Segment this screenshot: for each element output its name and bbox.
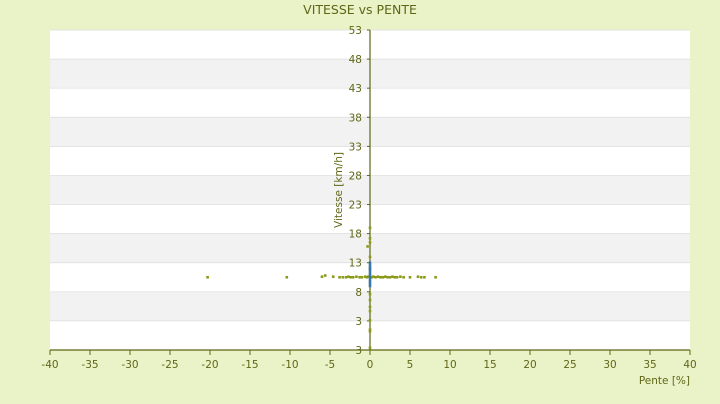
data-point (341, 275, 345, 279)
y-tick-label: 33 (349, 141, 362, 153)
data-point (408, 275, 412, 279)
y-tick-label: 23 (349, 200, 362, 212)
x-tick-label: 30 (603, 359, 616, 371)
x-tick-label: -35 (81, 359, 98, 371)
y-tick-label: 3 (355, 316, 362, 328)
data-point (351, 275, 355, 279)
x-tick-label: -30 (121, 359, 138, 371)
data-point (368, 236, 372, 240)
x-tick-label: 35 (643, 359, 656, 371)
x-tick-label: 40 (683, 359, 696, 371)
y-tick-label: 13 (349, 258, 362, 270)
x-tick-label: -10 (281, 359, 298, 371)
data-point (368, 261, 372, 265)
data-point (368, 346, 372, 349)
data-point (368, 298, 372, 302)
data-point (368, 328, 372, 331)
data-point (358, 275, 361, 279)
data-point (423, 275, 426, 279)
data-point (368, 284, 372, 288)
y-tick-label: 18 (349, 229, 362, 241)
data-point (381, 275, 385, 279)
data-point (368, 268, 372, 272)
data-point (371, 275, 375, 278)
data-point (395, 275, 399, 279)
data-point (368, 330, 372, 333)
data-point (402, 275, 405, 279)
x-axis-label: Pente [%] (639, 375, 690, 387)
data-point (366, 245, 369, 248)
data-point (368, 275, 372, 278)
x-tick-label: 15 (483, 359, 496, 371)
chart-title: VITESSE vs PENTE (303, 2, 417, 17)
data-points (206, 226, 437, 349)
data-point (285, 275, 289, 279)
data-point (379, 275, 382, 279)
data-point (376, 275, 380, 278)
x-tick-label: 10 (443, 359, 456, 371)
data-point (388, 275, 392, 279)
x-tick-label: -5 (325, 359, 335, 371)
y-tick-label: 53 (349, 25, 362, 37)
data-point (349, 275, 353, 279)
x-tick-label: -20 (201, 359, 218, 371)
data-point (323, 274, 327, 277)
data-point (374, 275, 377, 279)
data-point (383, 275, 387, 278)
y-tick-label: 8 (355, 287, 362, 299)
data-point (368, 273, 372, 276)
data-point (368, 263, 372, 267)
data-point (391, 275, 394, 278)
x-tick-label: 5 (407, 359, 414, 371)
y-tick-label: 43 (349, 83, 362, 95)
y-axis-label: Vitesse [km/h] (333, 152, 345, 228)
x-tick-label: 0 (367, 359, 374, 371)
axes (50, 30, 690, 351)
data-point (368, 266, 372, 269)
data-point (368, 280, 372, 283)
data-point (320, 275, 324, 278)
data-point (434, 275, 437, 279)
data-point (368, 309, 372, 313)
data-point (368, 241, 372, 244)
data-point (368, 319, 372, 322)
data-point (416, 275, 420, 278)
x-tick-label: -15 (241, 359, 258, 371)
data-point (365, 275, 369, 279)
y-tick-label: 28 (349, 170, 362, 182)
x-tick-label: 20 (523, 359, 536, 371)
x-tick-label: -40 (41, 359, 58, 371)
y-tick-label: 3 (355, 345, 362, 357)
data-point (344, 275, 348, 279)
data-point (399, 275, 402, 278)
data-point (347, 275, 350, 278)
x-tick-labels: -40 -35 -30 -25 -20 -15 -10 -5 0 5 10 15 20 25 30 35 40 (41, 350, 697, 371)
data-point (338, 275, 341, 279)
data-point (368, 255, 372, 259)
data-point (331, 275, 335, 278)
data-point (419, 275, 423, 279)
data-point (368, 292, 372, 296)
data-point (393, 275, 397, 279)
data-point (386, 275, 389, 279)
y-tick-label: 38 (349, 112, 362, 124)
data-point (367, 275, 370, 278)
data-point (368, 226, 372, 230)
data-point (355, 275, 358, 278)
data-point (206, 275, 209, 279)
data-point (368, 277, 372, 281)
y-tick-label: 48 (349, 54, 362, 66)
data-point (370, 275, 373, 279)
data-point (368, 282, 372, 285)
x-tick-label: -25 (161, 359, 178, 371)
data-point (363, 275, 367, 278)
data-point (368, 305, 372, 309)
x-tick-label: 25 (563, 359, 576, 371)
data-point (360, 275, 364, 279)
data-point (368, 270, 372, 274)
